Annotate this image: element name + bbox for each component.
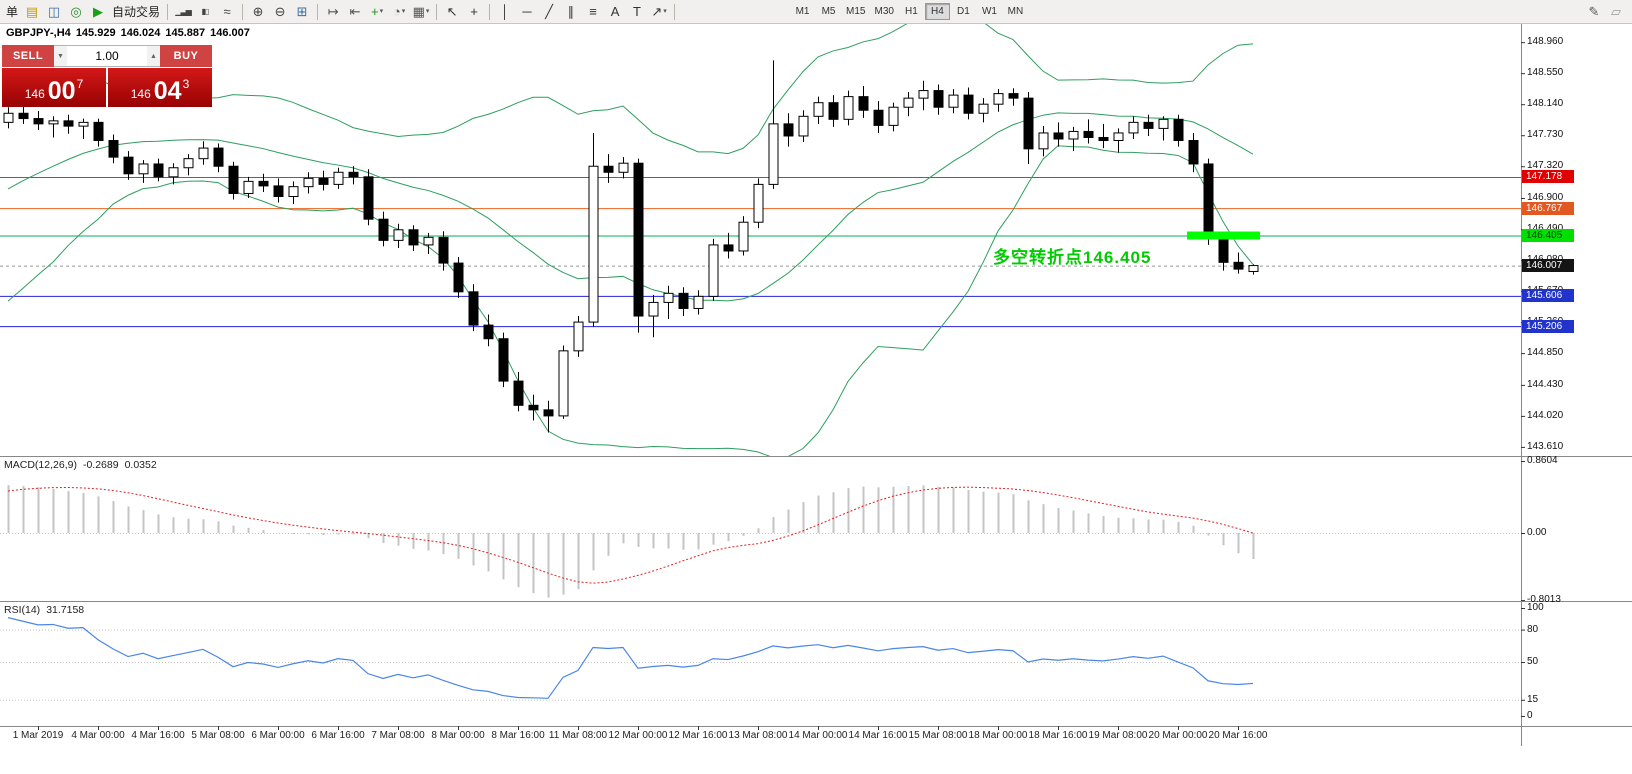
quote-high: 146.024 bbox=[120, 27, 161, 39]
candle-chart-icon[interactable]: ▮▯ bbox=[201, 6, 210, 16]
bid-main-digits: 00 bbox=[47, 77, 76, 105]
edit-pencil-icon[interactable]: ✎ bbox=[1588, 3, 1600, 19]
volume-control: ▼ 1.00 ▲ bbox=[54, 45, 160, 67]
macd-name: MACD(12,26,9) bbox=[4, 459, 77, 471]
bar-chart-icon[interactable]: ▁▃▅ bbox=[175, 6, 191, 16]
quote-close: 146.007 bbox=[210, 27, 250, 39]
one-click-price-row: 146 00 7 146 04 3 bbox=[2, 68, 212, 107]
symbol-period-label: GBPJPY-,H4 bbox=[6, 27, 71, 39]
turning-point-annotation: 多空转折点146.405 bbox=[993, 248, 1152, 267]
toolbar-separator bbox=[436, 3, 438, 20]
tile-windows-icon[interactable]: ⊞ bbox=[296, 3, 308, 19]
macd-indicator-label: MACD(12,26,9) -0.2689 0.0352 bbox=[4, 459, 163, 471]
macd-panel-plot bbox=[7, 485, 1255, 598]
sell-price-button[interactable]: 146 00 7 bbox=[2, 68, 106, 107]
timeframe-button-h1[interactable]: H1 bbox=[905, 6, 918, 17]
main-chart-plot bbox=[3, 24, 1260, 456]
timeframe-button-m30[interactable]: M30 bbox=[874, 6, 894, 17]
timeframe-button-h4[interactable]: H4 bbox=[924, 3, 950, 20]
period-clock-icon[interactable]: ◔ ▾ bbox=[392, 3, 406, 19]
line-chart-icon[interactable]: ≈ bbox=[223, 3, 231, 19]
buy-button[interactable]: BUY bbox=[160, 45, 212, 67]
bollinger-lower-band bbox=[7, 145, 1254, 456]
toolbar-separator bbox=[167, 3, 169, 20]
one-click-top-row: SELL ▼ 1.00 ▲ BUY bbox=[2, 45, 212, 67]
timeframe-button-mn[interactable]: MN bbox=[1007, 6, 1024, 17]
rsi-line bbox=[7, 617, 1254, 699]
quote-open: 145.929 bbox=[75, 27, 116, 39]
sell-button[interactable]: SELL bbox=[2, 45, 54, 67]
rsi-panel-plot bbox=[7, 617, 1254, 699]
main-toolbar: 单 ▤ ◫ ◎ ▶ 自动交易 ▁▃▅ ▮▯ ≈ ⊕ ⊖ ⊞ ↦ ⇤ + ▾ ◔ ▾ ▦ ▾ ↖ + │ ─ ╱ ∥ ≡ A T ↗ ▾ M1 M… bbox=[0, 0, 1632, 24]
volume-increase-button[interactable]: ▲ bbox=[147, 46, 160, 66]
text-icon[interactable]: A bbox=[610, 3, 620, 19]
quote-header: GBPJPY-,H4 145.929 146.024 145.887 146.007 bbox=[6, 27, 255, 39]
horizontal-line-icon[interactable]: ─ bbox=[522, 3, 532, 19]
macd-signal-value: 0.0352 bbox=[124, 459, 157, 471]
autotrading-label: 自动交易 bbox=[112, 5, 161, 19]
market-watch-icon[interactable]: ◫ bbox=[47, 3, 61, 19]
new-order-icon[interactable]: ▤ bbox=[25, 3, 39, 19]
timeframe-button-m5[interactable]: M5 bbox=[821, 6, 836, 17]
ask-prefix: 146 bbox=[130, 87, 151, 101]
bid-prefix: 146 bbox=[24, 87, 45, 101]
trendline-icon[interactable]: ╱ bbox=[545, 3, 553, 19]
one-click-trading-panel: SELL ▼ 1.00 ▲ BUY 146 00 7 146 04 3 bbox=[2, 45, 212, 107]
timeframe-button-w1[interactable]: W1 bbox=[981, 6, 997, 17]
volume-input[interactable]: 1.00 bbox=[95, 49, 119, 63]
new-chart-icon[interactable]: + ▾ bbox=[370, 3, 384, 19]
timeframe-toolbar: M1 M5 M15 M30 H1 H4 D1 W1 MN bbox=[790, 3, 1028, 20]
crosshair-icon[interactable]: + bbox=[470, 3, 478, 19]
auto-scroll-icon[interactable]: ↦ bbox=[327, 3, 339, 19]
dropdown-caret-icon: ▾ bbox=[663, 7, 667, 15]
toolbar-separator bbox=[242, 3, 244, 20]
timeframe-button-m1[interactable]: M1 bbox=[795, 6, 810, 17]
ask-pip-digit: 3 bbox=[182, 77, 190, 91]
bollinger-upper-band bbox=[7, 24, 1254, 155]
timeframe-button-m15[interactable]: M15 bbox=[846, 6, 866, 17]
toolbar-separator bbox=[674, 3, 676, 20]
template-icon[interactable]: ▦ ▾ bbox=[412, 3, 430, 19]
timeframe-button-d1[interactable]: D1 bbox=[957, 6, 970, 17]
rsi-indicator-label: RSI(14) 31.7158 bbox=[4, 604, 90, 616]
autotrading-play-icon[interactable]: ▶ bbox=[93, 3, 104, 19]
volume-decrease-button[interactable]: ▼ bbox=[54, 46, 67, 66]
bid-pip-digit: 7 bbox=[76, 77, 84, 91]
arrows-tool-icon[interactable]: ↗ ▾ bbox=[651, 3, 667, 19]
ask-main-digits: 04 bbox=[153, 77, 182, 105]
vertical-line-icon[interactable]: │ bbox=[500, 3, 510, 19]
candlestick-series bbox=[3, 60, 1259, 433]
navigator-icon[interactable]: ◎ bbox=[70, 3, 82, 19]
rsi-name: RSI(14) bbox=[4, 604, 41, 616]
quote-low: 145.887 bbox=[165, 27, 206, 39]
toolbar-separator bbox=[317, 3, 319, 20]
toolbar-separator bbox=[489, 3, 491, 20]
zoom-out-icon[interactable]: ⊖ bbox=[274, 3, 286, 19]
toolbar-right-group: ✎ ▱ bbox=[1584, 3, 1628, 21]
fibonacci-icon[interactable]: ≡ bbox=[589, 3, 597, 19]
dropdown-caret-icon: ▾ bbox=[401, 7, 406, 15]
rsi-value: 31.7158 bbox=[46, 604, 85, 616]
order-label: 单 bbox=[6, 5, 19, 19]
chart-shift-icon[interactable]: ⇤ bbox=[349, 3, 361, 19]
dropdown-caret-icon: ▾ bbox=[425, 7, 430, 15]
macd-signal-line bbox=[7, 486, 1254, 584]
buy-price-button[interactable]: 146 04 3 bbox=[108, 68, 212, 107]
channel-icon[interactable]: ∥ bbox=[567, 3, 575, 19]
window-corner-icon[interactable]: ▱ bbox=[1611, 3, 1621, 19]
zoom-in-icon[interactable]: ⊕ bbox=[252, 3, 264, 19]
macd-main-value: -0.2689 bbox=[82, 459, 119, 471]
text-label-icon[interactable]: T bbox=[633, 3, 641, 19]
dropdown-caret-icon: ▾ bbox=[379, 7, 384, 15]
bollinger-middle-band bbox=[7, 112, 1254, 302]
cursor-icon[interactable]: ↖ bbox=[446, 3, 458, 19]
